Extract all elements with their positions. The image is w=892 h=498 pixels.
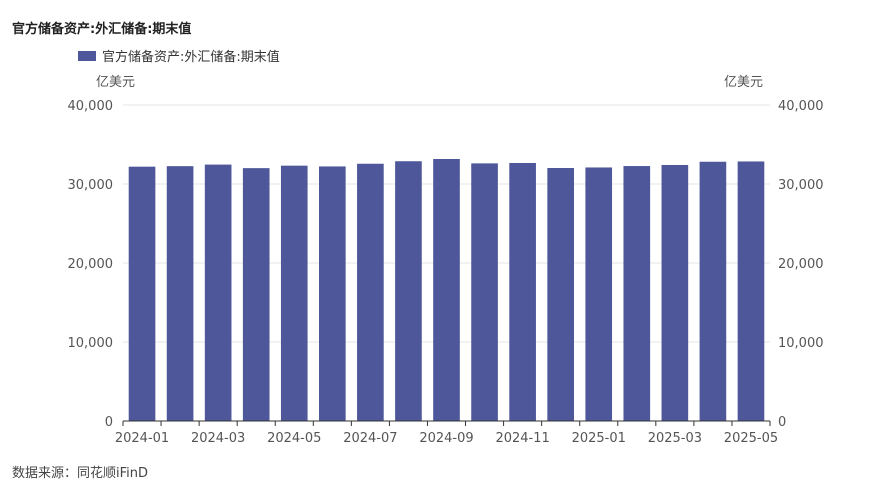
bar[interactable]: 2024-01: 32193 [128, 166, 156, 421]
x-axis: 2024-01 2024-03 2024-05 2024-07 2024-09 2024-… [115, 420, 778, 446]
legend-label: 官方储备资产:外汇储备:期末值 [102, 50, 280, 65]
bar[interactable]: 2025-01: 32093 [585, 167, 613, 421]
x-tick-label: 2024-09 [419, 431, 473, 446]
bar[interactable]: 2024-08: 32882 [395, 161, 422, 422]
x-tick-label: 2024-03 [191, 431, 245, 446]
y-tick-label-left: 10,000 [68, 336, 114, 351]
x-tick-label: 2024-01 [115, 431, 169, 446]
y-tick-label-right: 10,000 [778, 336, 824, 351]
bar[interactable]: 2024-11: 32659 [509, 162, 536, 421]
bar[interactable]: 2024-07: 32564 [357, 163, 384, 422]
y-tick-label-right: 0 [778, 415, 786, 430]
bar[interactable]: 2024-04: 32008 [242, 168, 270, 421]
x-tick-label: 2025-05 [724, 431, 778, 446]
bar[interactable]: 2024-05: 32320 [280, 165, 308, 421]
right-y-axis: 0 10,000 20,000 30,000 40,000 [778, 99, 824, 430]
y-tick-label-left: 20,000 [68, 257, 114, 272]
bar[interactable]: 2024-03: 32457 [204, 164, 232, 421]
bar[interactable]: 2024-10: 32610 [471, 163, 498, 422]
bar[interactable]: 2025-02: 32272 [623, 166, 651, 421]
y-tick-label-right: 20,000 [778, 257, 824, 272]
x-tick-label: 2024-11 [495, 431, 549, 446]
chart-title: 官方储备资产:外汇储备:期末值 [12, 22, 192, 37]
x-tick-label: 2024-07 [343, 431, 397, 446]
bar[interactable]: 2024-09: 33164 [433, 159, 460, 421]
bar-series: 2024-01: 32193 2024-02: 32258 2024-03: 324… [128, 159, 765, 422]
bar[interactable]: 2024-06: 32224 [319, 166, 346, 421]
legend[interactable]: 官方储备资产:外汇储备:期末值 [78, 46, 280, 65]
left-axis-unit: 亿美元 [96, 75, 136, 90]
bar[interactable]: 2025-05: 32853 [737, 161, 765, 421]
bar[interactable]: 2025-04: 32817 [699, 161, 727, 421]
y-tick-label-right: 30,000 [778, 178, 824, 193]
y-tick-label-left: 30,000 [68, 178, 114, 193]
y-tick-label-left: 40,000 [68, 99, 114, 114]
bar[interactable]: 2024-02: 32258 [166, 166, 194, 421]
x-tick-label: 2025-03 [648, 431, 702, 446]
legend-swatch [78, 50, 96, 61]
bar[interactable]: 2025-03: 32407 [661, 164, 689, 422]
left-y-axis: 0 10,000 20,000 30,000 40,000 [68, 99, 114, 430]
x-tick-label: 2024-05 [267, 431, 321, 446]
y-tick-label-right: 40,000 [778, 99, 824, 114]
data-source: 数据来源：同花顺iFinD [12, 466, 149, 481]
right-axis-unit: 亿美元 [724, 75, 764, 90]
x-tick-label: 2025-01 [572, 431, 626, 446]
y-tick-label-left: 0 [105, 415, 113, 430]
